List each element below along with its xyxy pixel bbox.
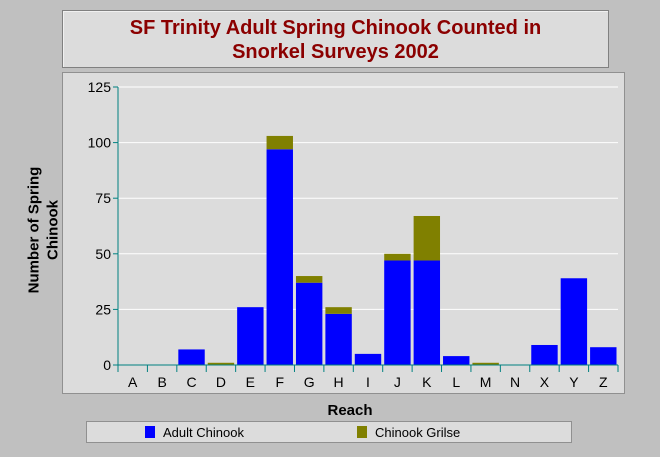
legend-swatch-adult xyxy=(145,426,155,438)
x-tick-label: N xyxy=(510,374,520,390)
chart-title-line-1: SF Trinity Adult Spring Chinook Counted … xyxy=(129,17,542,39)
x-tick-label: X xyxy=(540,374,550,390)
x-tick-label: K xyxy=(422,374,432,390)
bar-adult-chinook xyxy=(325,313,352,365)
bar-adult-chinook xyxy=(237,307,264,365)
bar-chinook-grilse xyxy=(472,362,499,365)
bar-adult-chinook xyxy=(295,282,323,365)
y-tick-label: 25 xyxy=(95,301,111,317)
bar-chinook-grilse xyxy=(384,253,411,261)
bar-adult-chinook xyxy=(560,278,588,365)
bar-chinook-grilse xyxy=(266,135,293,150)
x-tick-label: F xyxy=(275,374,284,390)
x-tick-label: E xyxy=(246,374,255,390)
bar-adult-chinook xyxy=(531,344,558,365)
bar-chinook-grilse xyxy=(325,307,352,314)
y-tick-label: 50 xyxy=(95,246,111,262)
y-axis-label-line-1: Number of Spring xyxy=(25,166,43,294)
bar-adult-chinook xyxy=(443,356,470,365)
bar-adult-chinook xyxy=(384,260,411,365)
y-tick-label: 100 xyxy=(88,135,112,151)
chart-title-line-2: Snorkel Surveys 2002 xyxy=(232,41,439,63)
x-tick-label: G xyxy=(304,374,315,390)
bar-chinook-grilse xyxy=(207,362,235,365)
legend-label-grilse: Chinook Grilse xyxy=(375,424,461,440)
bar-chinook-grilse xyxy=(413,215,441,261)
y-axis-label: Number of Spring Chinook xyxy=(8,150,78,310)
y-tick-label: 125 xyxy=(88,79,112,95)
legend-swatch-grilse xyxy=(357,426,367,438)
y-axis-label-line-2: Chinook xyxy=(44,200,62,261)
legend-label-adult: Adult Chinook xyxy=(163,424,244,440)
x-tick-label: H xyxy=(334,374,344,390)
bar-chinook-grilse xyxy=(295,276,323,283)
bar-adult-chinook xyxy=(266,149,293,365)
bar-adult-chinook xyxy=(354,353,382,365)
x-tick-label: A xyxy=(128,374,138,390)
chart-title-box: SF Trinity Adult Spring Chinook Counted … xyxy=(62,10,609,68)
x-tick-label: C xyxy=(186,374,196,390)
x-tick-label: L xyxy=(452,374,460,390)
x-axis-label: Reach xyxy=(327,402,373,419)
x-tick-label: J xyxy=(394,374,401,390)
legend-item-adult: Adult Chinook xyxy=(145,424,244,440)
bar-chart: 0 25 50 75 100 125 A B C D E F G H I J K L M N X Y Z xyxy=(88,79,619,390)
y-tick-label: 75 xyxy=(95,190,111,206)
bar-adult-chinook xyxy=(413,260,441,365)
x-tick-label: Z xyxy=(599,374,608,390)
x-tick-label: M xyxy=(480,374,492,390)
x-tick-label: Y xyxy=(569,374,579,390)
bar-adult-chinook xyxy=(178,349,205,365)
bar-adult-chinook xyxy=(590,347,617,365)
x-tick-label: D xyxy=(216,374,226,390)
x-tick-label: I xyxy=(366,374,370,390)
legend: Adult Chinook Chinook Grilse xyxy=(86,421,572,443)
x-tick-label: B xyxy=(157,374,166,390)
legend-item-grilse: Chinook Grilse xyxy=(357,424,460,440)
y-tick-label: 0 xyxy=(103,357,111,373)
